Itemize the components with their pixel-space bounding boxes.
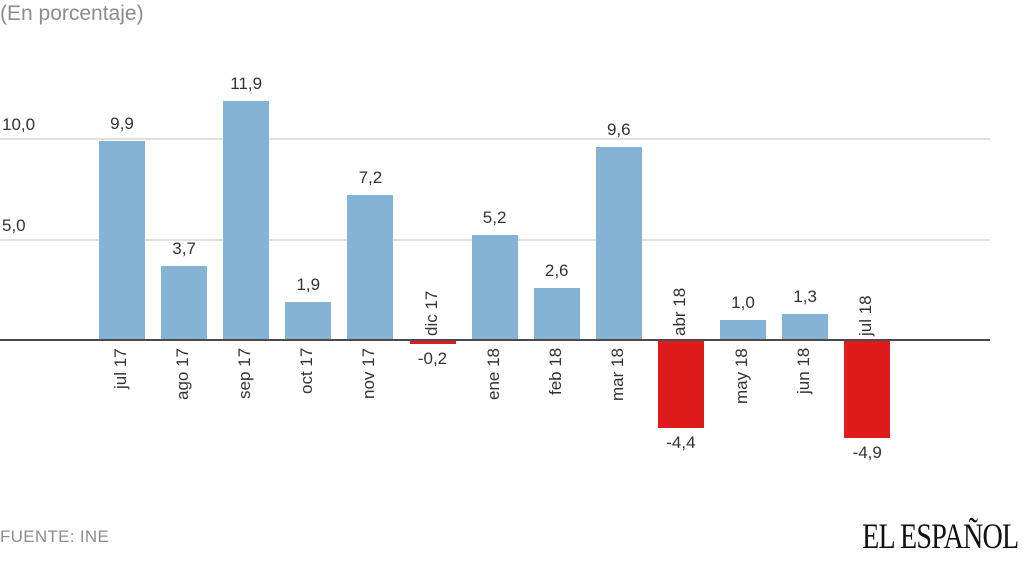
bar-nov-17[interactable]	[347, 195, 394, 340]
x-axis-baseline	[0, 339, 990, 341]
bar-chart: 5,0 10,0 9,9 jul 17 3,7 ago 17 11,9 sep 17 1,9 oc…	[0, 73, 990, 463]
bar-may-18[interactable]	[720, 319, 766, 340]
y-tick-label: 10,0	[2, 115, 36, 134]
value-label: 5,2	[482, 208, 507, 228]
value-label: 1,0	[731, 292, 755, 312]
category-label: jul 17	[111, 348, 130, 389]
category-label: sep 17	[235, 347, 255, 399]
bar-ago-17[interactable]	[161, 265, 208, 340]
category-label: jul 18	[856, 295, 876, 336]
source-note: FUENTE: INE	[0, 527, 110, 546]
value-label: -0,2	[417, 349, 448, 369]
bar-oct-17[interactable]	[285, 301, 332, 340]
bar-jul-18[interactable]	[844, 340, 891, 439]
bar-jun-18[interactable]	[782, 313, 829, 340]
value-label: 9,6	[606, 120, 631, 140]
value-label: 9,9	[110, 114, 134, 133]
category-label: ene 18	[483, 348, 503, 400]
category-label: jun 18	[794, 347, 814, 394]
bar-feb-18[interactable]	[533, 287, 580, 340]
value-label: 2,6	[544, 260, 569, 280]
category-label: nov 17	[359, 347, 379, 399]
bar-jul-17[interactable]	[99, 141, 145, 340]
gridline	[0, 138, 990, 140]
bar-dic-17[interactable]	[409, 340, 456, 345]
chart-subtitle: (En porcentaje)	[0, 2, 144, 25]
category-label: feb 18	[545, 347, 565, 395]
category-label: dic 17	[421, 290, 441, 336]
value-label: 7,2	[358, 168, 383, 188]
category-label: mar 18	[607, 348, 627, 401]
value-label: -4,4	[666, 433, 696, 453]
category-label: ago 17	[173, 348, 193, 400]
y-tick-label: 5,0	[2, 215, 26, 235]
bar-ene-18[interactable]	[471, 235, 518, 340]
category-label: abr 18	[669, 287, 689, 336]
publisher-logo: EL ESPAÑOL	[861, 516, 1019, 556]
bar-sep-17[interactable]	[223, 100, 270, 340]
bar-abr-18[interactable]	[657, 340, 704, 429]
value-label: 3,7	[172, 238, 196, 258]
value-label: 11,9	[230, 73, 263, 93]
value-label: -4,9	[852, 443, 882, 463]
value-label: 1,9	[296, 274, 321, 294]
bar-mar-18[interactable]	[595, 147, 642, 340]
category-label: may 18	[732, 348, 751, 404]
value-label: 1,3	[793, 286, 817, 306]
category-label: oct 17	[297, 347, 317, 394]
